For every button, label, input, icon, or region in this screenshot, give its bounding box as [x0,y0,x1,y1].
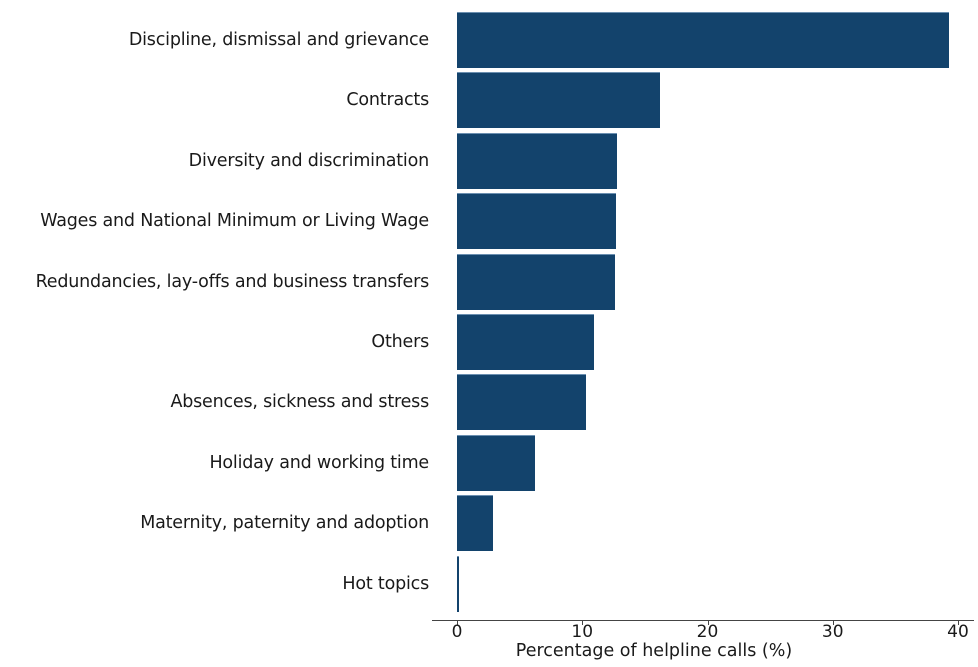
bar [457,193,617,250]
bar [457,434,535,491]
x-tick [457,621,458,625]
x-tick [707,621,709,625]
x-tick-label: 0 [451,622,463,642]
category-label: Diversity and discrimination [188,150,430,171]
category-label: Discipline, dismissal and grievance [128,30,429,50]
category-label: Maternity, paternity and adoption [140,513,429,534]
category-label: Wages and National Minimum or Living Wag… [40,211,429,232]
x-tick-label: 10 [571,622,594,642]
x-tick-label: 30 [821,622,844,642]
x-tick [832,621,834,625]
bar [457,72,660,129]
category-label: Contracts [346,90,429,111]
bar [457,555,459,612]
x-tick-label: 20 [696,622,719,642]
category-label: Others [371,332,429,352]
bar [457,12,950,68]
bar [457,314,594,370]
x-axis-line [432,620,974,621]
bar [457,253,615,310]
x-tick [958,621,959,625]
bar [457,132,618,189]
category-label: Redundancies, lay-offs and business tran… [35,271,430,292]
category-label: Absences, sickness and stress [170,392,429,413]
x-axis-label: Percentage of helpline calls (%) [515,641,793,661]
category-label: Hot topics [342,573,429,594]
category-label: Holiday and working time [209,452,429,473]
bar [457,495,494,552]
x-tick-label: 40 [947,622,969,642]
bar [457,374,586,431]
x-tick [582,621,584,625]
